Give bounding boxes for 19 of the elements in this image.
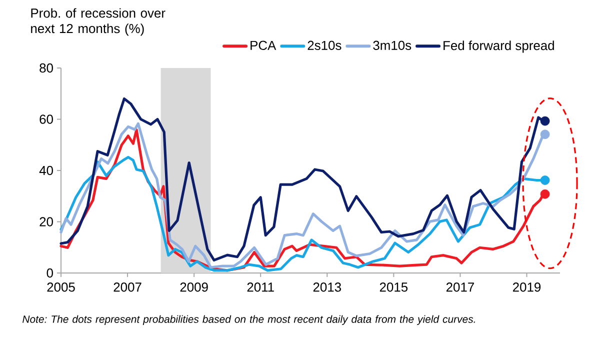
y-tick-label: 80 <box>40 63 53 73</box>
x-tick-label: 2009 <box>180 282 208 292</box>
legend-label: Fed forward spread <box>444 40 554 53</box>
x-tick-label: 2011 <box>247 282 274 292</box>
x-tick-label: 2005 <box>47 282 75 292</box>
y-tick-label: 40 <box>39 166 53 176</box>
y-axis-title: Prob. of recession over next 12 months (%) <box>31 8 166 36</box>
x-tick-label: 2017 <box>446 282 474 292</box>
legend-label: 2s10s <box>308 40 342 50</box>
legend-label: 3m10s <box>373 40 412 50</box>
y-tick-label: 0 <box>46 268 53 278</box>
x-tick-label: 2015 <box>380 282 408 292</box>
legend-label: PCA <box>250 40 276 50</box>
x-tick-label: 2019 <box>512 282 541 292</box>
y-tick-label: 20 <box>40 217 53 226</box>
text: Note: The dots represent probabilities based on the most recent daily data from the yield curves. <box>22 315 475 325</box>
y-tick-label: 60 <box>40 114 53 124</box>
x-tick-label: 2007 <box>114 282 142 292</box>
x-tick-label: 2013 <box>313 282 341 292</box>
